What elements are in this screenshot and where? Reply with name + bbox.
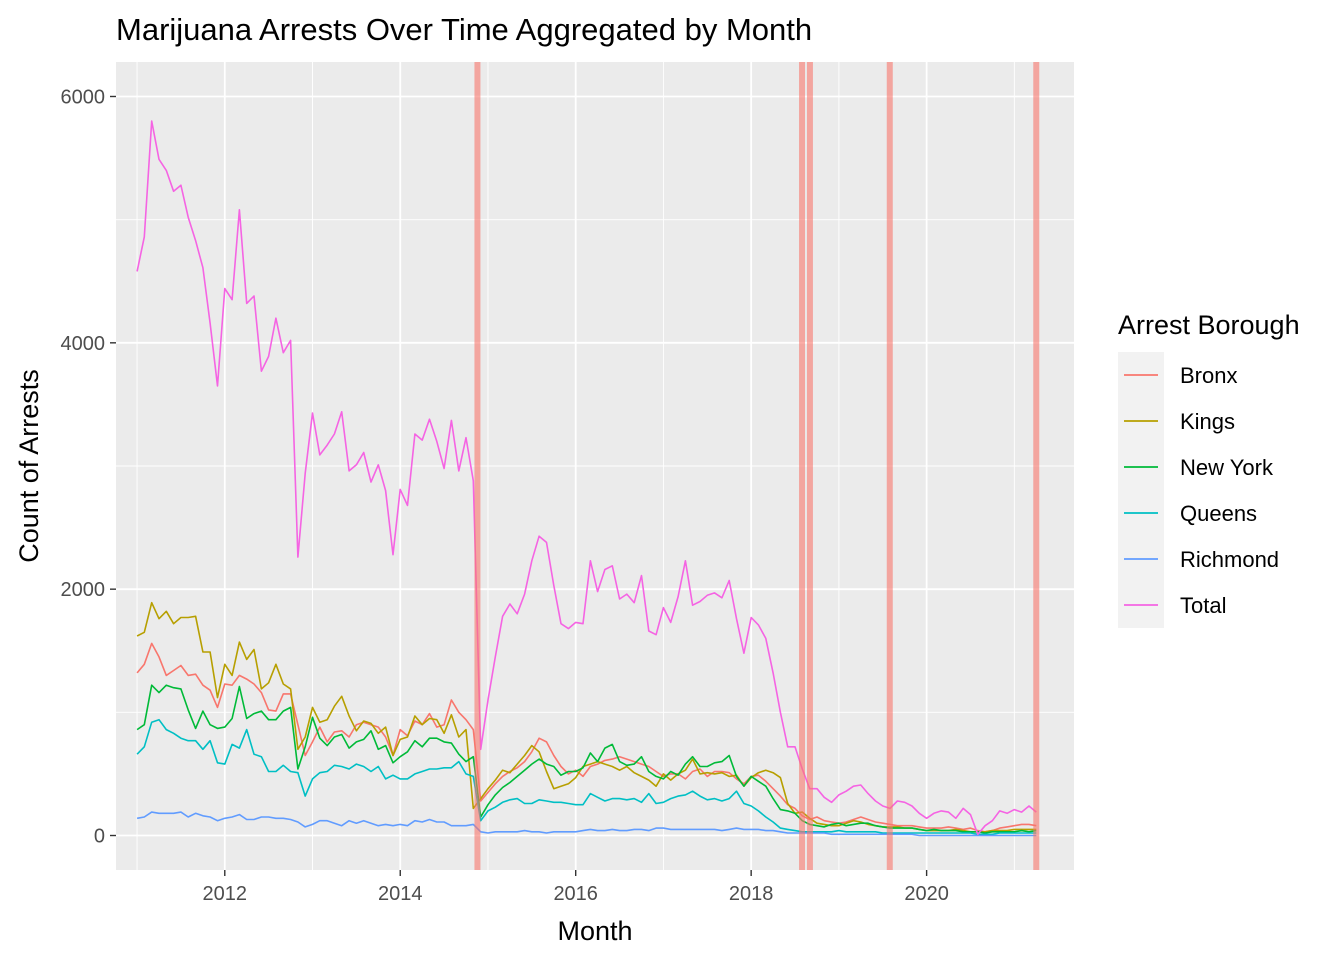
x-axis: 2012 2014 2016 2018 2020 [203,870,949,905]
y-axis: 0 2000 4000 6000 [61,86,116,848]
y-tick-label: 6000 [61,86,106,108]
legend-label: New York [1180,455,1274,480]
legend-key-background [1118,352,1164,628]
x-tick-label: 2012 [203,883,248,905]
x-axis-label: Month [557,916,632,946]
y-tick-label: 2000 [61,579,106,601]
legend: Arrest Borough Bronx Kings New York Queens R… [1118,310,1300,628]
x-tick-label: 2016 [553,883,598,905]
x-tick-label: 2014 [378,883,423,905]
grid-major [116,62,1074,870]
series-line-total [136,120,1037,836]
legend-label: Total [1180,593,1226,618]
y-axis-label: Count of Arrests [14,369,44,563]
series-line-bronx [136,642,1037,833]
series-line-queens [136,718,1037,836]
series-line-richmond [136,811,1037,837]
legend-title: Arrest Borough [1118,310,1300,340]
grid-minor [116,62,1074,870]
legend-label: Richmond [1180,547,1279,572]
series-line-new-york [136,684,1037,834]
legend-items: Bronx Kings New York Queens Richmond Total [1118,352,1279,628]
x-tick-label: 2018 [729,883,774,905]
series-lines [136,120,1037,837]
chart-title: Marijuana Arrests Over Time Aggregated b… [116,12,812,47]
y-tick-label: 0 [94,826,105,848]
reference-vlines [474,62,1040,870]
legend-label: Kings [1180,409,1235,434]
y-tick-label: 4000 [61,333,106,355]
legend-label: Queens [1180,501,1257,526]
legend-label: Bronx [1180,363,1237,388]
x-tick-label: 2020 [904,883,949,905]
